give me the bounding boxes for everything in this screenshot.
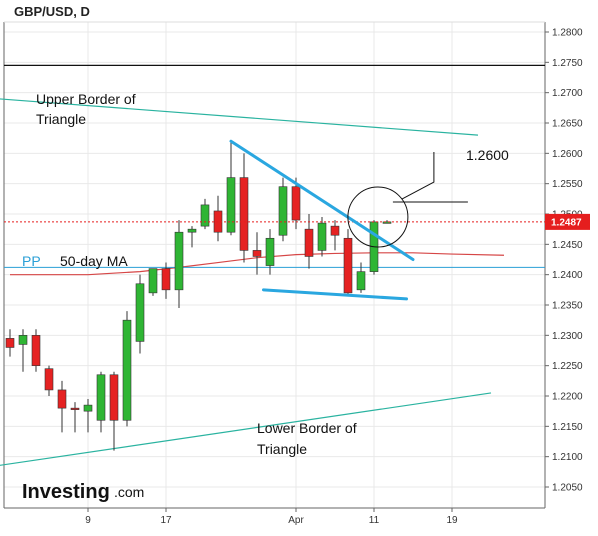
candle-body [382, 221, 392, 224]
x-axis: 9 17 Apr 11 19 [85, 508, 458, 526]
y-tick-label: 1.2700 [552, 88, 583, 99]
triangle-upper-border [0, 98, 479, 136]
x-tick-label: 17 [160, 515, 172, 526]
chart-title: GBP/USD, D [14, 4, 90, 19]
candle-body [187, 228, 197, 233]
candle-body [83, 404, 93, 412]
candle-body [265, 237, 275, 266]
candle-body [148, 268, 158, 294]
ma-line-group [10, 252, 505, 276]
lower-border-label-line2: Triangle [257, 441, 307, 457]
candle-body [109, 374, 119, 421]
ma-label: 50-day MA [60, 253, 128, 269]
candle-body [343, 237, 353, 294]
triangle-borders [0, 98, 492, 466]
lower-border-label-line1: Lower Border of [257, 420, 357, 436]
candle-body [200, 204, 210, 227]
circle-price-label: 1.2600 [466, 147, 509, 163]
wedge-upper-line [229, 139, 415, 261]
x-tick-label: 19 [446, 515, 458, 526]
y-tick-label: 1.2200 [552, 392, 583, 403]
y-tick-label: 1.2150 [552, 422, 583, 433]
y-tick-label: 1.2750 [552, 58, 583, 69]
candle-body [18, 335, 28, 345]
upper-border-label-line1: Upper Border of [36, 91, 136, 107]
y-tick-label: 1.2600 [552, 149, 583, 160]
wedge-lines [229, 139, 415, 301]
price-tag [545, 213, 590, 230]
candle-body [226, 177, 236, 233]
candle-body [252, 250, 262, 257]
plot-frame [3, 21, 546, 509]
logo-text: Investing [22, 481, 110, 503]
circle-annotation [347, 152, 468, 248]
candles [5, 141, 392, 451]
candle-body [304, 228, 314, 257]
investing-logo: Investing .com [22, 481, 144, 503]
candle-body [161, 268, 171, 291]
y-axis: 1.28001.27501.27001.26501.26001.25501.25… [545, 28, 583, 494]
x-tick-label: 9 [85, 515, 91, 526]
pp-label: PP [22, 253, 41, 269]
candle-body [317, 222, 327, 251]
price-tag-label: 1.2487 [551, 217, 582, 228]
upper-border-label-line2: Triangle [36, 111, 86, 127]
candle-body [291, 186, 301, 221]
y-tick-label: 1.2250 [552, 361, 583, 372]
candle-body [174, 231, 184, 291]
candle-body [44, 368, 54, 391]
y-tick-label: 1.2100 [552, 452, 583, 463]
y-tick-label: 1.2350 [552, 301, 583, 312]
candle-body [96, 374, 106, 421]
y-tick-label: 1.2450 [552, 240, 583, 251]
triangle-lower-border [0, 392, 492, 466]
candle-body [278, 186, 288, 236]
y-tick-label: 1.2400 [552, 270, 583, 281]
y-tick-label: 1.2650 [552, 119, 583, 130]
annotation-leader [401, 152, 435, 200]
candle-body [356, 271, 366, 291]
y-tick-label: 1.2550 [552, 179, 583, 190]
candle-body [5, 338, 15, 348]
y-tick-label: 1.2800 [552, 28, 583, 39]
price-line-group: 1.2487 [4, 213, 590, 230]
candle-body [135, 283, 145, 342]
ma-line [10, 252, 505, 276]
x-tick-label: 11 [369, 515, 380, 526]
candle-body [239, 177, 249, 251]
candle-body [122, 319, 132, 421]
candle-body [57, 389, 67, 409]
candle-body [31, 335, 41, 366]
annotation-circle [347, 186, 409, 248]
logo-suffix: .com [114, 484, 144, 500]
wedge-lower-line [262, 288, 408, 301]
x-tick-label: Apr [288, 515, 304, 526]
y-tick-label: 1.2050 [552, 483, 583, 494]
candle-body [330, 225, 340, 236]
candle-body [70, 407, 80, 410]
y-tick-label: 1.2300 [552, 331, 583, 342]
